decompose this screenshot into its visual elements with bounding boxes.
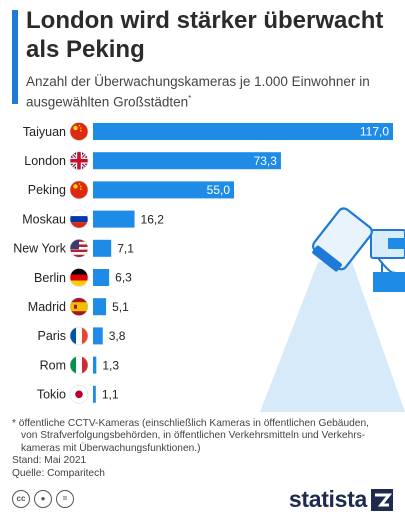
bar [93,181,235,199]
footnote-line-1: * öffentliche CCTV-Kameras (einschließli… [12,418,369,429]
category-label: Rom [40,358,66,372]
category-label: Berlin [34,271,66,285]
value-label: 7,1 [117,242,134,256]
bar [93,385,96,403]
subtitle-footnote-marker: * [188,94,192,103]
chart-title: London wird stärker überwacht als Peking [26,7,384,63]
category-label: New York [13,242,67,256]
statista-logo-text[interactable]: statista [288,486,367,512]
surveillance-camera-illustration [260,207,405,412]
value-label: 6,3 [115,271,132,285]
category-label: Moskau [22,212,66,226]
china-flag-icon [69,180,89,200]
statista-logo-icon[interactable] [371,489,393,511]
footer: cc ● = statista [12,486,397,514]
category-label: Tokio [37,388,66,402]
value-label: 1,1 [102,388,119,402]
footnote-line-3: kameras mit Überwachungsfunktionen.) [21,442,201,454]
title-accent-bar [12,10,18,104]
germany-flag-icon [69,268,89,287]
bar [93,327,103,345]
value-label: 55,0 [207,183,231,197]
footnote-stand: Stand: Mai 2021 [12,455,87,467]
category-label: Paris [38,329,66,343]
usa-flag-icon [69,239,89,258]
bar [93,210,135,228]
japan-flag-icon [69,384,89,404]
china-flag-icon [69,122,89,141]
nd-icon[interactable]: = [56,490,74,508]
italy-flag-icon [69,355,89,375]
france-flag-icon [69,326,89,346]
value-label: 5,1 [112,300,129,314]
footnote-line-2: von Strafverfolgungsbehörden, in öffentl… [21,430,366,442]
cc-icon[interactable]: cc [12,490,30,508]
chart-subtitle: Anzahl der Überwachungskameras je 1.000 … [26,73,396,111]
bar-chart: Taiyuan 117,0 London 73,3 Peking 55,0 Moskau 16… [13,122,405,412]
category-label: Taiyuan [23,125,66,139]
subtitle-text: Anzahl der Überwachungskameras je 1.000 … [26,74,370,110]
category-label: London [24,154,66,168]
category-label: Madrid [28,300,66,314]
bar [93,298,107,316]
footnote-source: Quelle: Comparitech [12,467,105,479]
bar [93,239,112,257]
bar [93,123,393,140]
value-label: 117,0 [360,125,389,139]
bar [93,356,97,374]
russia-flag-icon [69,209,89,229]
footnote: * öffentliche CCTV-Kameras (einschließli… [12,418,397,480]
value-label: 16,2 [141,212,165,226]
spain-flag-icon [69,297,89,316]
value-label: 3,8 [109,329,126,343]
by-icon[interactable]: ● [34,490,52,508]
category-label: Peking [28,183,66,197]
bar [93,269,110,286]
value-label: 73,3 [254,154,278,168]
bar [93,152,281,170]
value-label: 1,3 [102,358,119,372]
uk-flag-icon [69,151,89,171]
